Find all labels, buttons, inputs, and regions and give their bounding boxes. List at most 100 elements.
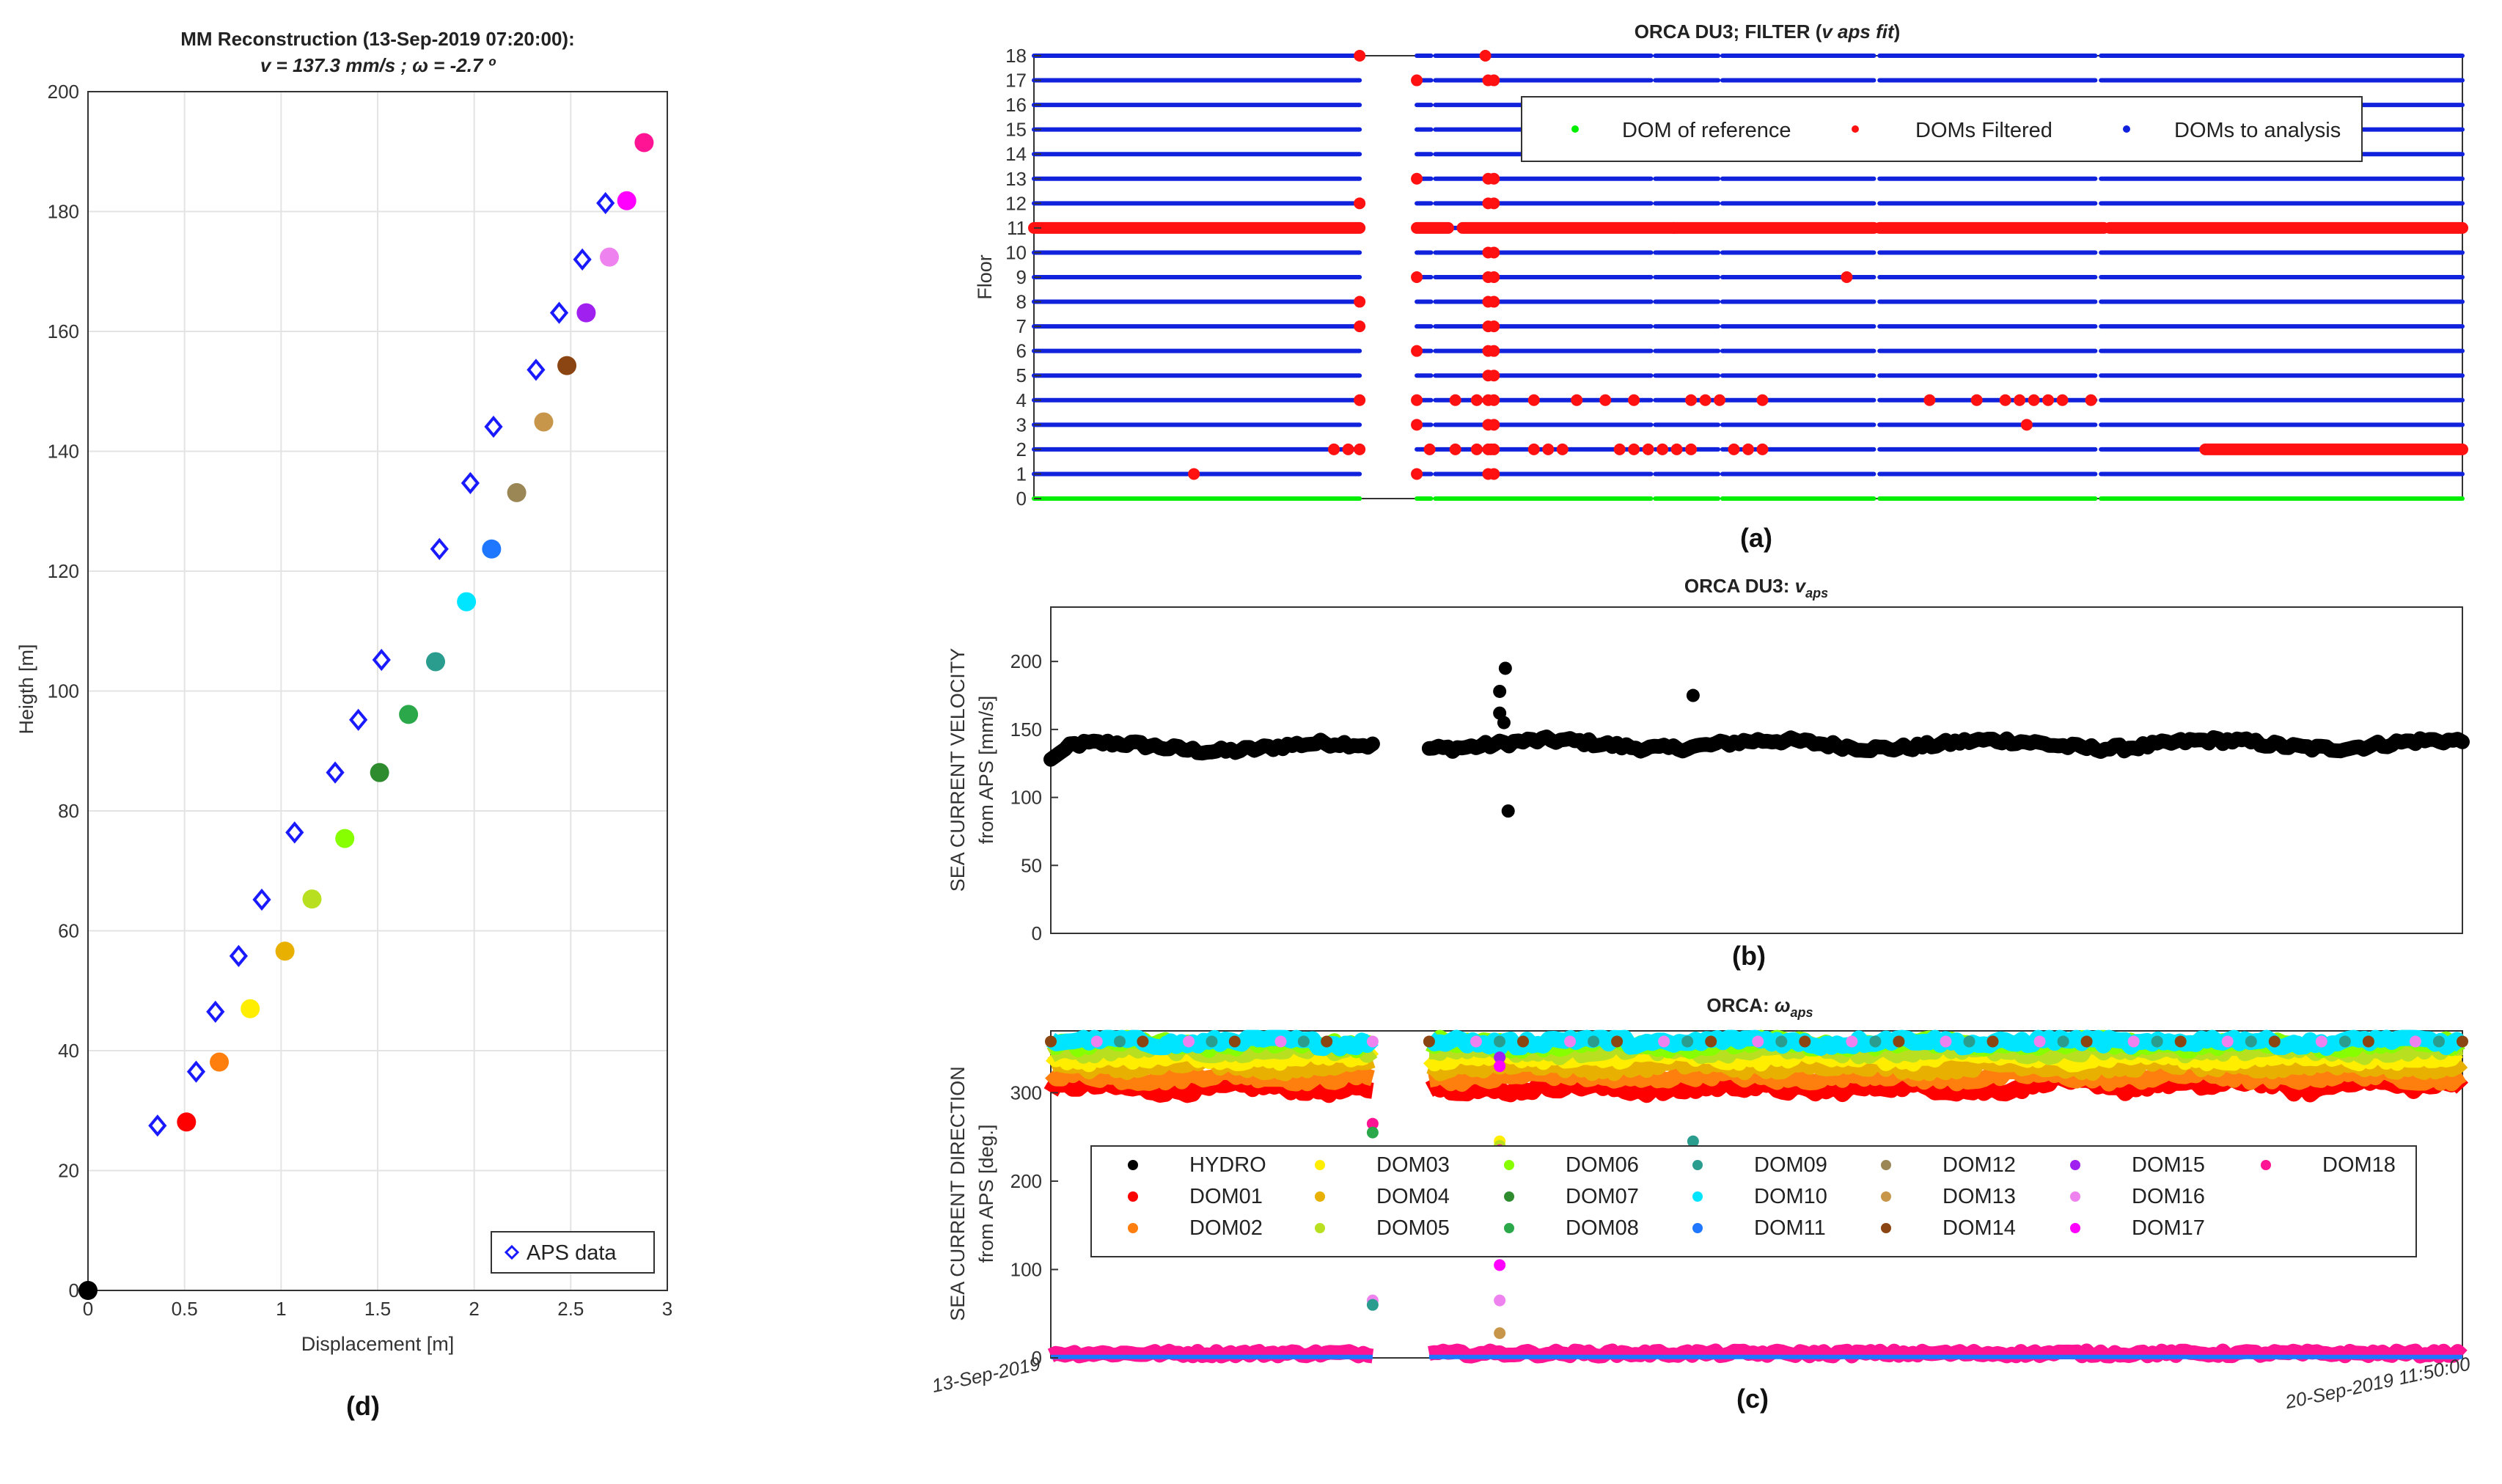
legend-hydro: HYDRO xyxy=(1189,1153,1266,1177)
direction-top-marker xyxy=(1228,1035,1241,1048)
direction-top-marker xyxy=(1423,1035,1435,1048)
direction-outlier xyxy=(1494,1259,1506,1271)
filtered-point xyxy=(1685,443,1698,455)
direction-top-marker xyxy=(2432,1035,2445,1048)
direction-top-marker xyxy=(1588,1035,1600,1048)
velocity-outlier xyxy=(1686,688,1700,702)
legend-marker-dom04 xyxy=(1315,1191,1325,1202)
filtered-point xyxy=(1449,394,1461,406)
reconstruction-point xyxy=(302,889,322,909)
direction-top-marker xyxy=(1963,1035,1975,1048)
direction-top-marker xyxy=(2409,1035,2421,1048)
legend-marker-dom07 xyxy=(1504,1191,1514,1202)
direction-top-marker xyxy=(1343,1035,1356,1048)
reconstruction-point xyxy=(457,592,477,611)
direction-top-marker xyxy=(1986,1035,1999,1048)
direction-top-marker xyxy=(2221,1035,2234,1048)
panel-d-ytick: 140 xyxy=(48,441,79,463)
filtered-point xyxy=(1411,419,1423,431)
panel-d-ytick: 40 xyxy=(58,1040,79,1062)
panel-a-ytick: 7 xyxy=(1016,315,1027,337)
filtered-point xyxy=(1354,295,1366,308)
direction-top-marker xyxy=(1517,1035,1529,1048)
panel-a-ylabel: Floor xyxy=(974,254,996,300)
filtered-point xyxy=(1411,468,1423,480)
panel-a-ytick: 12 xyxy=(1005,192,1027,214)
reconstruction-point xyxy=(534,412,554,432)
panel-a-label: (a) xyxy=(1740,523,1772,553)
aps-data-point xyxy=(206,1000,225,1023)
reconstruction-point xyxy=(600,247,619,267)
direction-outlier xyxy=(1366,1126,1379,1139)
panel-a-ytick: 3 xyxy=(1016,414,1027,436)
filtered-point xyxy=(1328,443,1340,455)
direction-top-marker xyxy=(2198,1035,2210,1048)
filtered-point xyxy=(2085,394,2097,406)
filtered-point xyxy=(1970,394,1983,406)
reconstruction-point xyxy=(241,999,260,1018)
panel-d-ytick: 180 xyxy=(48,201,79,223)
legend-marker-dom12 xyxy=(1881,1160,1891,1170)
legend-reference: DOM of reference xyxy=(1622,119,1791,142)
direction-top-marker xyxy=(1635,1035,1647,1048)
filtered-point xyxy=(1488,320,1500,333)
panel-d-ytick: 160 xyxy=(48,320,79,342)
direction-outlier xyxy=(1494,1294,1506,1307)
direction-top-marker xyxy=(1114,1035,1126,1048)
direction-outlier xyxy=(1366,1298,1379,1311)
reconstruction-point xyxy=(335,829,355,848)
panel-d-xtick: 1.5 xyxy=(364,1298,391,1320)
filtered-point xyxy=(1628,394,1640,406)
panel-c-ytick: 0 xyxy=(1032,1347,1042,1369)
direction-top-marker xyxy=(1799,1035,1811,1048)
legend-marker-dom09 xyxy=(1692,1160,1703,1170)
reconstruction-point xyxy=(399,705,419,724)
legend-marker-dom18 xyxy=(2261,1160,2271,1170)
filtered-point xyxy=(1571,394,1583,406)
panel-d-xtick: 0.5 xyxy=(172,1298,198,1320)
direction-outlier xyxy=(1366,1117,1379,1130)
panel-c-ytick: 200 xyxy=(1010,1170,1042,1192)
direction-top-marker xyxy=(1297,1035,1310,1048)
direction-top-marker xyxy=(1916,1035,1929,1048)
legend-aps-marker xyxy=(504,1244,520,1260)
direction-top-marker xyxy=(1274,1035,1287,1048)
filtered-point xyxy=(1488,246,1500,259)
direction-top-marker xyxy=(1159,1035,1172,1048)
legend-marker-dom11 xyxy=(1692,1223,1703,1233)
panel-d-subtitle: v = 137.3 mm/s ; ω = -2.7 º xyxy=(260,54,496,76)
panel-a-ytick: 9 xyxy=(1016,266,1027,288)
legend-marker-dom06 xyxy=(1504,1160,1514,1170)
direction-top-marker xyxy=(2151,1035,2163,1048)
direction-top-marker xyxy=(1045,1035,1057,1048)
filtered-point xyxy=(1542,443,1555,455)
panel-d-label: (d) xyxy=(346,1391,380,1421)
legend-dom07: DOM07 xyxy=(1566,1185,1639,1208)
direction-top-marker xyxy=(1658,1035,1670,1048)
panel-b-ytick: 0 xyxy=(1032,922,1042,944)
panel-c-xtick-end: 20-Sep-2019 11:50:00 xyxy=(2283,1352,2473,1413)
panel-d-chart: MM Reconstruction (13-Sep-2019 07:20:00)… xyxy=(15,28,672,1421)
filtered-point xyxy=(2056,394,2069,406)
direction-top-marker xyxy=(2245,1035,2257,1048)
filtered-point xyxy=(1342,443,1354,455)
filtered-point xyxy=(1728,443,1740,455)
panel-d-xtick: 2 xyxy=(469,1298,479,1320)
panel-a-ytick: 11 xyxy=(1007,217,1027,239)
aps-data-point xyxy=(229,944,249,967)
direction-top-marker xyxy=(2080,1035,2093,1048)
panel-a-ytick: 1 xyxy=(1016,463,1027,485)
aps-data-point xyxy=(252,888,271,911)
filtered-point xyxy=(1354,320,1366,333)
panel-c-ytick: 300 xyxy=(1010,1081,1042,1103)
panel-d-ytick: 200 xyxy=(48,81,79,103)
legend-dom11: DOM11 xyxy=(1754,1216,1826,1240)
panel-d-title: MM Reconstruction (13-Sep-2019 07:20:00)… xyxy=(180,28,574,50)
legend-dom17: DOM17 xyxy=(2132,1216,2205,1240)
filtered-point xyxy=(1628,443,1640,455)
reconstruction-point xyxy=(634,133,654,153)
direction-top-marker xyxy=(1611,1035,1624,1048)
legend-marker-dom02 xyxy=(1128,1223,1138,1233)
aps-data-point xyxy=(326,761,345,784)
